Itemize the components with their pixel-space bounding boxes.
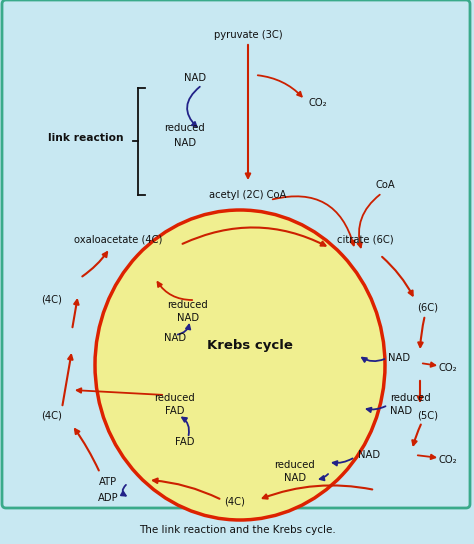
- Text: ADP: ADP: [98, 493, 118, 503]
- Text: ATP: ATP: [99, 477, 117, 487]
- Text: FAD: FAD: [175, 437, 195, 447]
- Text: reduced: reduced: [168, 300, 209, 310]
- Text: CO₂: CO₂: [309, 98, 328, 108]
- Text: (4C): (4C): [42, 410, 63, 420]
- Ellipse shape: [95, 210, 385, 520]
- Text: (6C): (6C): [418, 303, 438, 313]
- Text: NAD: NAD: [390, 406, 412, 416]
- Text: NAD: NAD: [177, 313, 199, 323]
- Text: link reaction: link reaction: [48, 133, 124, 143]
- Text: reduced: reduced: [390, 393, 431, 403]
- Text: oxaloacetate (4C): oxaloacetate (4C): [74, 235, 162, 245]
- Text: acetyl (2C) CoA: acetyl (2C) CoA: [210, 190, 287, 200]
- Text: (5C): (5C): [418, 410, 438, 420]
- Text: (4C): (4C): [225, 497, 246, 507]
- Text: Krebs cycle: Krebs cycle: [207, 338, 293, 351]
- Text: NAD: NAD: [388, 353, 410, 363]
- Text: CO₂: CO₂: [439, 455, 457, 465]
- Text: NAD: NAD: [284, 473, 306, 483]
- Text: citrate (6C): citrate (6C): [337, 235, 393, 245]
- Text: CoA: CoA: [375, 180, 395, 190]
- Text: reduced: reduced: [155, 393, 195, 403]
- Text: (4C): (4C): [42, 295, 63, 305]
- Text: NAD: NAD: [164, 333, 186, 343]
- Text: pyruvate (3C): pyruvate (3C): [214, 30, 283, 40]
- Text: NAD: NAD: [174, 138, 196, 148]
- Text: NAD: NAD: [184, 73, 206, 83]
- FancyBboxPatch shape: [2, 0, 470, 508]
- Text: FAD: FAD: [165, 406, 185, 416]
- Text: reduced: reduced: [164, 123, 205, 133]
- Text: CO₂: CO₂: [439, 363, 457, 373]
- Text: NAD: NAD: [358, 450, 380, 460]
- Text: The link reaction and the Krebs cycle.: The link reaction and the Krebs cycle.: [138, 525, 336, 535]
- Text: reduced: reduced: [274, 460, 315, 470]
